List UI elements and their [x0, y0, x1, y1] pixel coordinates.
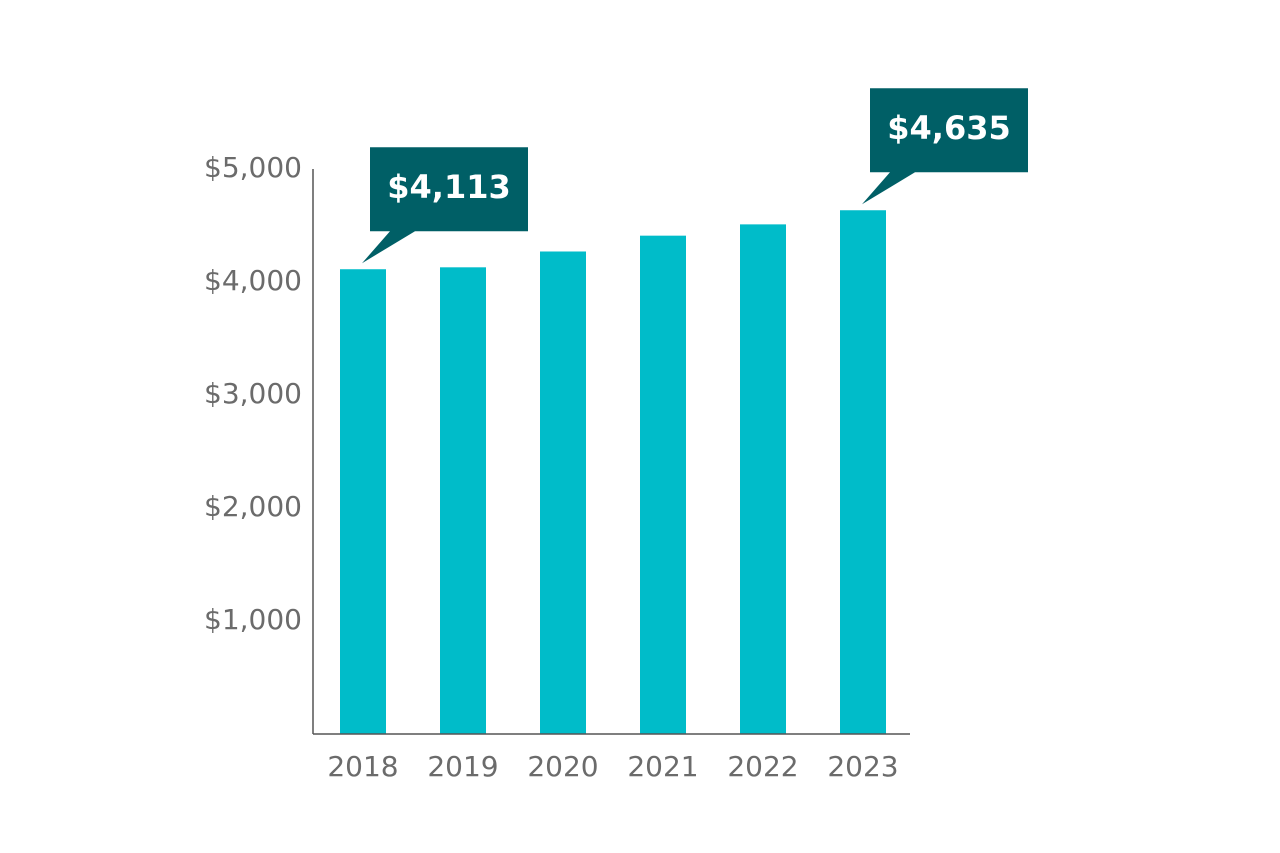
callout-box [862, 88, 1028, 205]
callout-box [362, 147, 528, 264]
value-label: $4,635 [887, 109, 1010, 147]
value-label: $4,113 [387, 168, 510, 206]
bar [640, 235, 686, 735]
x-tick-label: 2022 [727, 750, 798, 783]
x-tick-label: 2023 [827, 750, 898, 783]
x-tick-label: 2020 [527, 750, 598, 783]
x-tick-label: 2019 [427, 750, 498, 783]
x-tick-label: 2018 [327, 750, 398, 783]
x-tick-label: 2021 [627, 750, 698, 783]
bar [740, 224, 786, 734]
y-tick-label: $5,000 [204, 151, 302, 184]
y-tick-label: $2,000 [204, 490, 302, 523]
y-tick-label: $1,000 [204, 603, 302, 636]
bar [840, 210, 886, 734]
bar [340, 269, 386, 734]
y-tick-label: $3,000 [204, 377, 302, 410]
y-tick-label: $4,000 [204, 264, 302, 297]
bar [440, 267, 486, 734]
bar [540, 251, 586, 735]
